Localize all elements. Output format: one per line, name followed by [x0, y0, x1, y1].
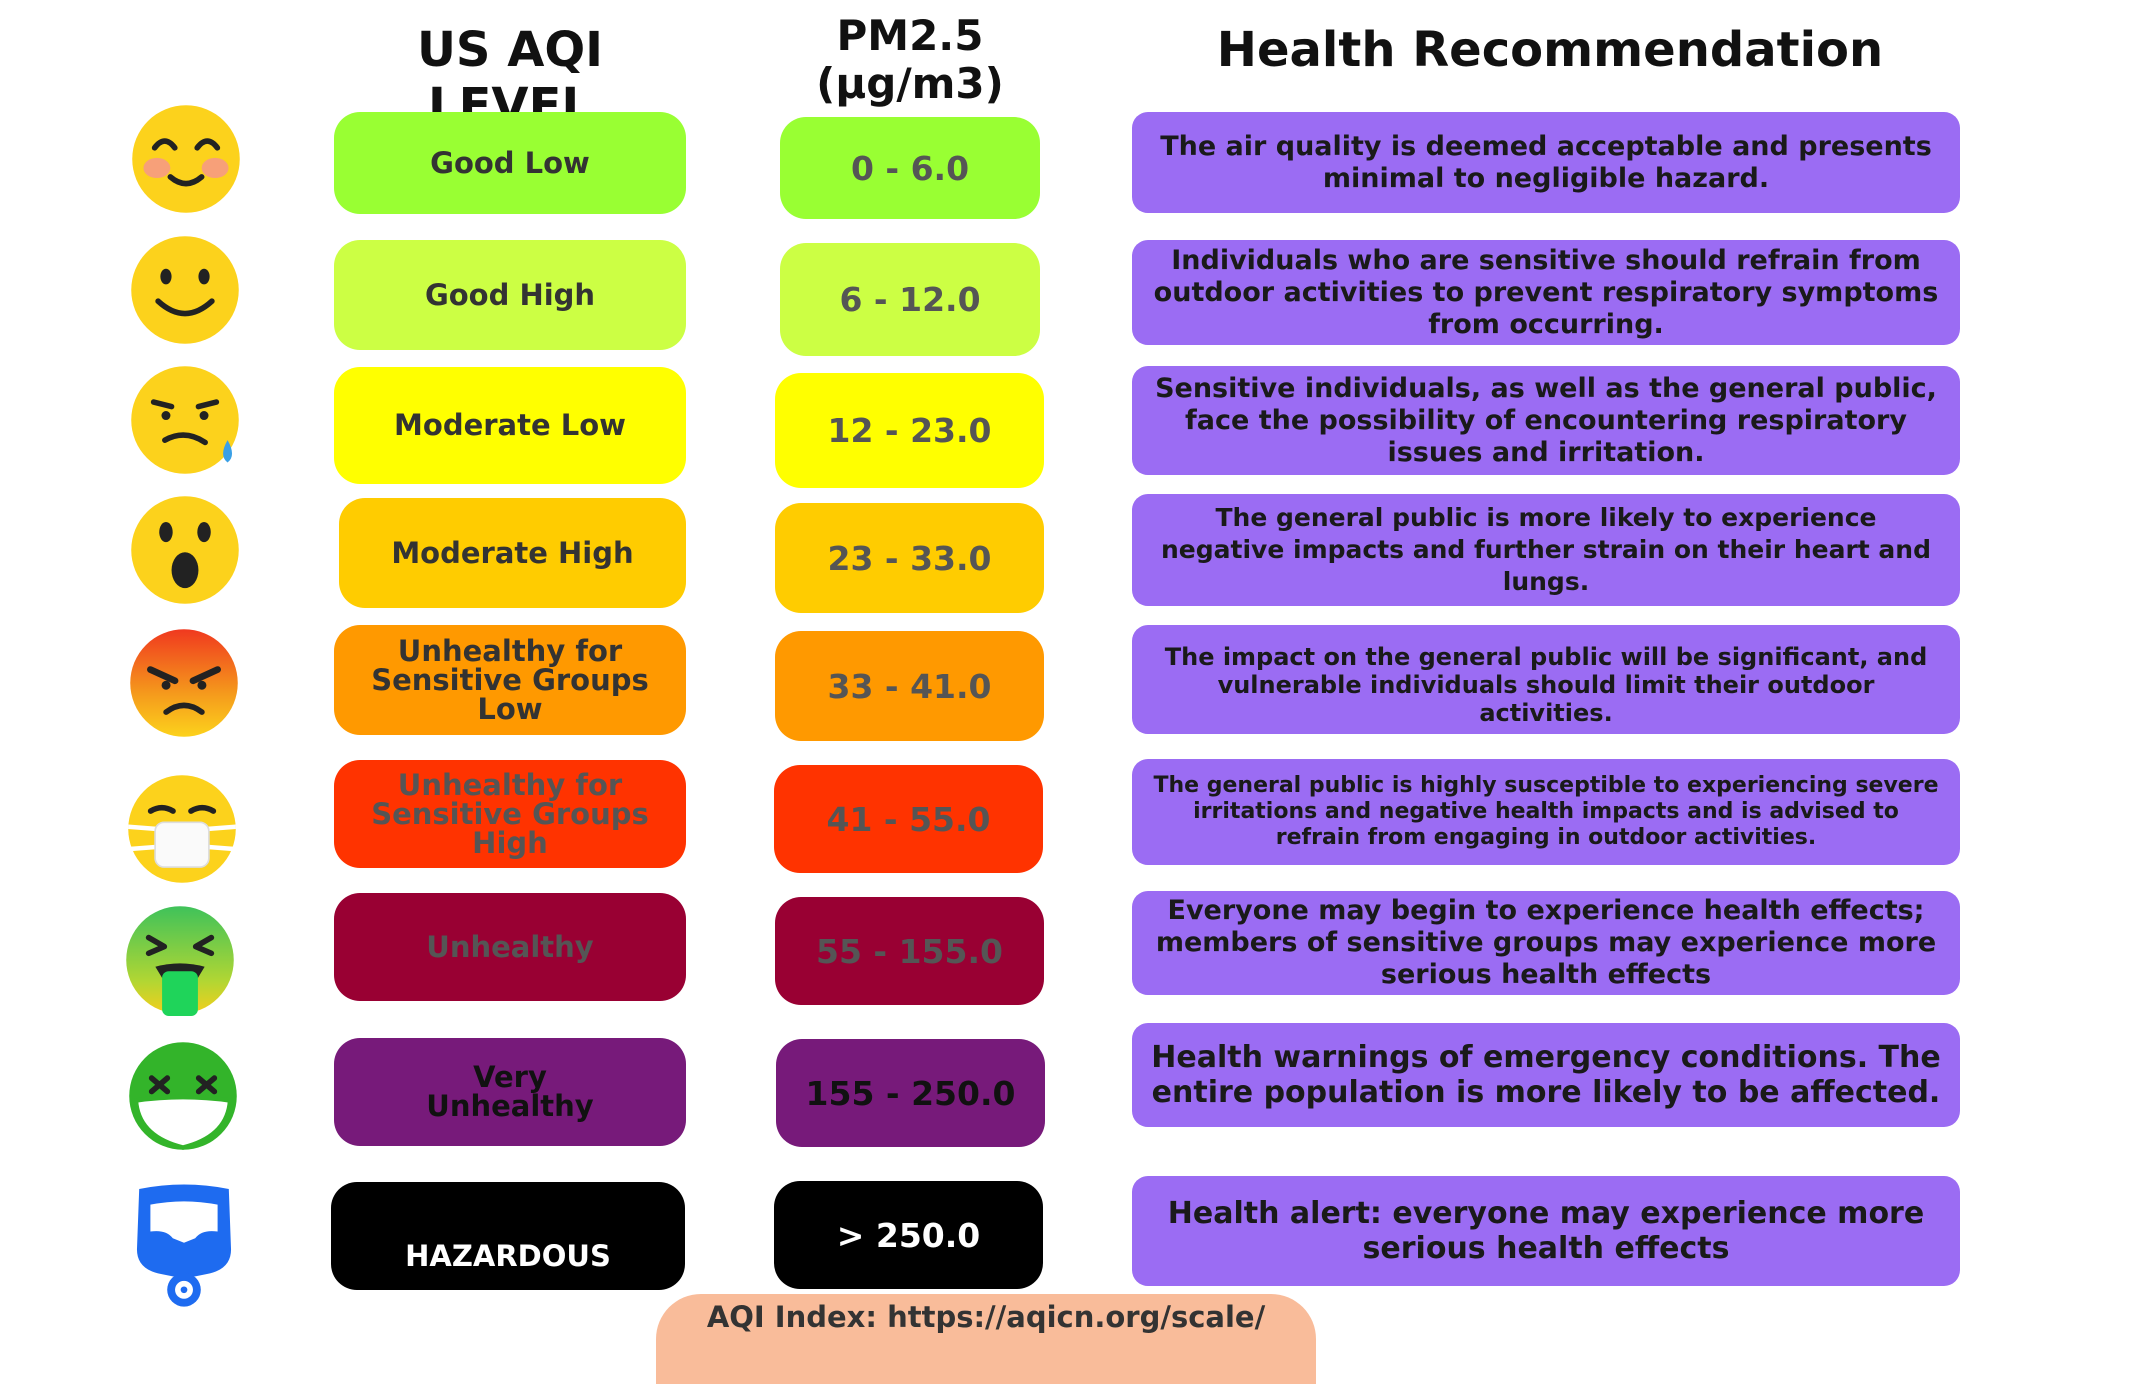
pm-hazardous: > 250.0 — [774, 1181, 1043, 1289]
rec-moderate-low: Sensitive individuals, as well as the ge… — [1132, 366, 1960, 475]
level-usg-high: Unhealthy for Sensitive Groups High — [334, 760, 686, 868]
pm-moderate-low: 12 - 23.0 — [775, 373, 1044, 488]
surprised-face-icon — [131, 496, 239, 604]
level-unhealthy: Unhealthy — [334, 893, 686, 1001]
vomiting-face-icon — [126, 906, 234, 1016]
level-hazardous: HAZARDOUS — [331, 1182, 685, 1290]
pm-moderate-high: 23 - 33.0 — [775, 503, 1044, 613]
rec-hazardous: Health alert: everyone may experience mo… — [1132, 1176, 1960, 1286]
pm-very-unhealthy: 155 - 250.0 — [776, 1039, 1045, 1147]
sad-sweat-face-icon — [131, 366, 239, 474]
gas-mask-icon — [136, 1184, 232, 1307]
aqi-level-header: US AQI LEVEL — [416, 22, 604, 134]
level-moderate-high: Moderate High — [339, 498, 686, 608]
rec-usg-high: The general public is highly susceptible… — [1132, 759, 1960, 865]
aqi-index-source-link[interactable]: AQI Index: https://aqicn.org/scale/ — [656, 1294, 1316, 1384]
rec-good-low: The air quality is deemed acceptable and… — [1132, 112, 1960, 213]
level-good-high: Good High — [334, 240, 686, 350]
slight-smile-face-icon — [131, 236, 239, 344]
rec-moderate-high: The general public is more likely to exp… — [1132, 494, 1960, 606]
rec-usg-low: The impact on the general public will be… — [1132, 625, 1960, 734]
pm-unhealthy: 55 - 155.0 — [775, 897, 1044, 1005]
level-usg-low: Unhealthy for Sensitive Groups Low — [334, 625, 686, 735]
pm-usg-low: 33 - 41.0 — [775, 631, 1044, 741]
level-good-low: Good Low — [334, 112, 686, 214]
pm-good-low: 0 - 6.0 — [780, 117, 1040, 219]
smiling-blush-face-icon — [132, 105, 240, 213]
level-moderate-low: Moderate Low — [334, 367, 686, 484]
medical-mask-face-icon — [128, 775, 236, 883]
pm-usg-high: 41 - 55.0 — [774, 765, 1043, 873]
rec-good-high: Individuals who are sensitive should ref… — [1132, 240, 1960, 345]
pm-good-high: 6 - 12.0 — [780, 243, 1040, 356]
pm25-header: PM2.5 (μg/m3) — [816, 11, 1004, 108]
rec-unhealthy: Everyone may begin to experience health … — [1132, 891, 1960, 995]
dizzy-masked-face-icon — [129, 1042, 237, 1150]
rec-very-unhealthy: Health warnings of emergency conditions.… — [1132, 1023, 1960, 1127]
level-very-unhealthy: Very Unhealthy — [334, 1038, 686, 1146]
health-recommendation-header: Health Recommendation — [1216, 22, 1884, 78]
angry-face-icon — [130, 629, 238, 737]
